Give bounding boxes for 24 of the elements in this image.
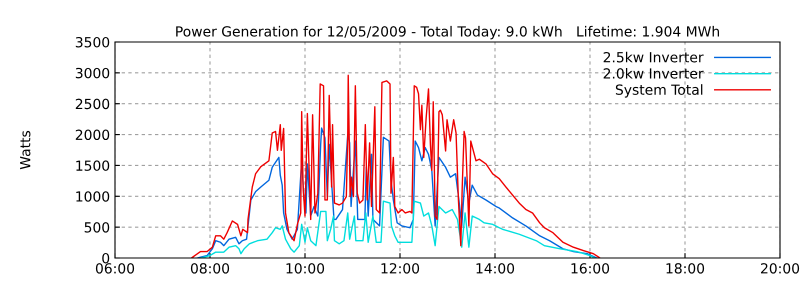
x-tick-label: 12:00 — [382, 263, 420, 274]
x-tick-label: 10:00 — [286, 263, 324, 274]
y-tick-label: 3500 — [76, 36, 110, 48]
y-tick-label: 1000 — [76, 191, 110, 202]
legend-label: System Total — [616, 84, 702, 98]
y-tick-label: 3000 — [76, 68, 110, 78]
legend-label: 2.5kw Inverter — [604, 52, 704, 62]
line-series — [190, 74, 601, 258]
y-tick-label: 500 — [84, 222, 110, 233]
y-tick-label: 0 — [102, 252, 110, 264]
x-tick-label: 20:00 — [761, 263, 800, 274]
x-tick-label: 08:00 — [190, 263, 230, 274]
y-tick-label: 1500 — [76, 160, 110, 171]
x-tick-label: 06:00 — [96, 263, 134, 274]
x-tick-label: 18:00 — [666, 263, 704, 274]
y-axis-title: Watts — [20, 130, 30, 170]
line-series — [200, 200, 596, 258]
x-tick-label: 14:00 — [476, 263, 514, 274]
y-tick-label: 2500 — [76, 98, 110, 110]
chart-title: Power Generation for 12/05/2009 - Total Today: 9.0 kWh Lifetime: 1.904 MWh — [176, 26, 719, 40]
y-tick-label: 2000 — [76, 130, 110, 140]
line-series — [196, 127, 598, 258]
legend-label: 2.0kw Inverter — [604, 68, 704, 79]
x-tick-label: 16:00 — [572, 263, 610, 274]
